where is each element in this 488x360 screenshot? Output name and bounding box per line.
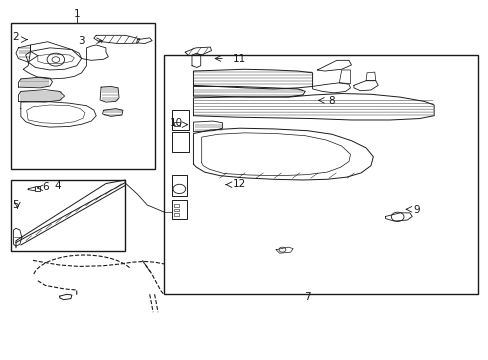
- Text: 10: 10: [169, 118, 183, 128]
- Bar: [11, 180, 125, 251]
- Bar: [171, 200, 187, 219]
- Bar: [35, 186, 40, 191]
- Text: 5: 5: [12, 200, 18, 210]
- Text: 11: 11: [233, 54, 246, 64]
- Text: 4: 4: [54, 181, 61, 191]
- Bar: [174, 122, 180, 126]
- Bar: [164, 55, 477, 294]
- Text: 2: 2: [13, 32, 19, 42]
- Bar: [171, 175, 187, 196]
- Text: 6: 6: [42, 182, 48, 192]
- Bar: [174, 213, 179, 216]
- Text: 12: 12: [233, 179, 246, 189]
- Bar: [171, 111, 188, 130]
- Text: 7: 7: [304, 292, 310, 302]
- Text: 8: 8: [328, 96, 335, 107]
- Bar: [174, 204, 179, 207]
- Text: 9: 9: [413, 205, 420, 215]
- Text: 1: 1: [73, 9, 80, 19]
- Text: 3: 3: [78, 36, 85, 46]
- Bar: [174, 208, 179, 211]
- Bar: [11, 23, 154, 169]
- Bar: [171, 132, 188, 152]
